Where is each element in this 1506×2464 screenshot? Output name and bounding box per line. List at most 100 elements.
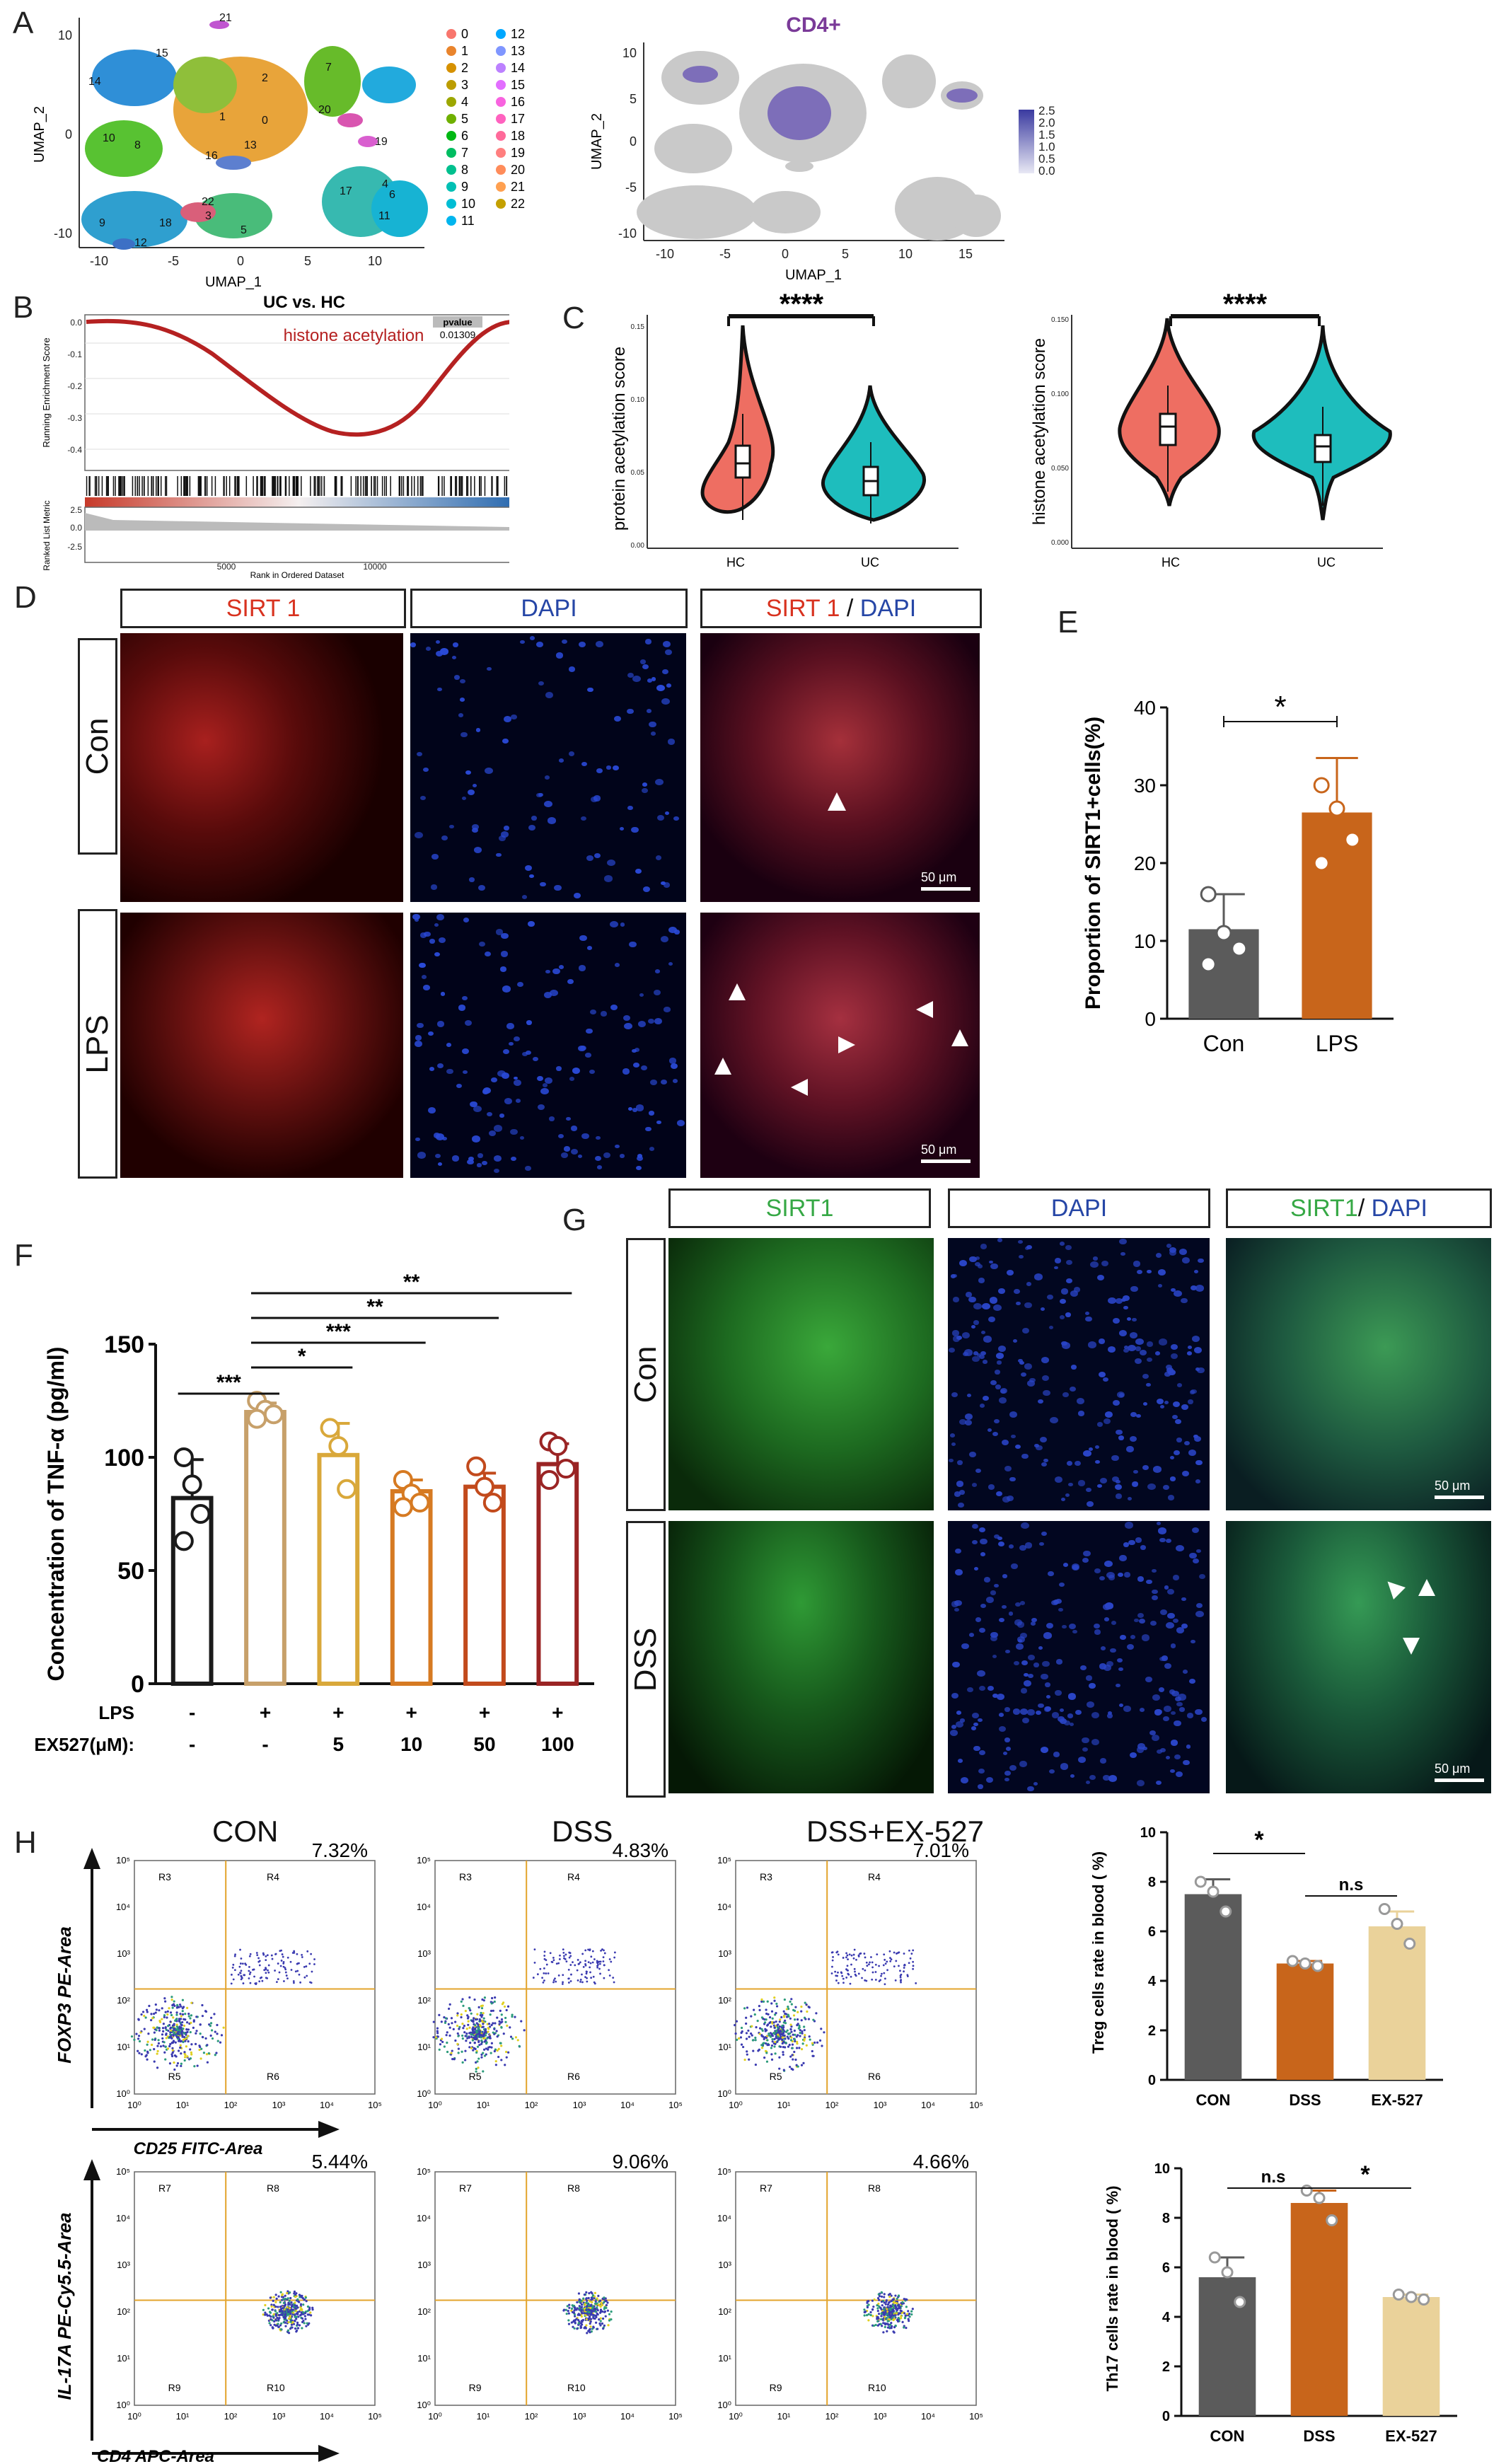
- sig-stars: *: [298, 1345, 306, 1368]
- event-dot: [153, 2026, 156, 2029]
- d-row-con: Con: [78, 638, 117, 855]
- h-bar-ylabel: Th17 cells rate in blood ( %): [1104, 2186, 1121, 2392]
- event-dot: [901, 2320, 904, 2323]
- event-dot: [562, 1948, 564, 1951]
- nucleus: [436, 1021, 445, 1027]
- nucleus: [1011, 1563, 1018, 1569]
- event-dot: [567, 1977, 570, 1980]
- event-dot: [169, 2042, 172, 2046]
- event-dot: [135, 2032, 138, 2035]
- event-dot: [803, 2037, 806, 2040]
- event-dot: [782, 2010, 785, 2013]
- nucleus: [477, 1153, 484, 1159]
- data-point: [1392, 2289, 1405, 2301]
- event-dot: [889, 2304, 892, 2307]
- umap-ytick: -10: [54, 226, 72, 241]
- event-dot: [180, 2015, 183, 2018]
- nucleus: [1157, 1268, 1166, 1276]
- event-dot: [797, 2027, 800, 2030]
- nucleus: [1061, 1342, 1070, 1349]
- event-dot: [270, 2324, 272, 2327]
- event-dot: [603, 1952, 606, 1955]
- event-dot: [489, 2013, 492, 2016]
- flow-xtick: 10⁰: [127, 2100, 141, 2110]
- nucleus: [504, 1097, 513, 1104]
- nucleus: [1070, 1365, 1077, 1370]
- event-dot: [753, 2013, 756, 2016]
- event-dot: [567, 2319, 570, 2322]
- event-dot: [903, 2298, 905, 2301]
- event-dot: [297, 2315, 300, 2318]
- event-dot: [185, 2028, 188, 2031]
- event-dot: [863, 2314, 866, 2317]
- event-dot: [461, 2034, 464, 2037]
- event-dot: [164, 2000, 167, 2003]
- event-dot: [545, 1972, 548, 1974]
- f-lps-value: +: [260, 1701, 271, 1723]
- enrichment-curve: [86, 318, 509, 437]
- flow-ytick: 10⁵: [116, 1855, 130, 1866]
- event-dot: [905, 2298, 908, 2301]
- nucleus: [1091, 1711, 1100, 1718]
- nucleus: [979, 1686, 985, 1691]
- event-dot: [596, 2306, 598, 2309]
- event-dot: [480, 2033, 482, 2036]
- nucleus: [1121, 1297, 1126, 1302]
- nucleus: [577, 1154, 583, 1158]
- event-dot: [304, 2318, 307, 2320]
- nucleus: [1152, 1466, 1162, 1473]
- event-dot: [775, 2005, 779, 2008]
- event-dot: [912, 1965, 915, 1967]
- nucleus: [1106, 1660, 1114, 1667]
- event-dot: [881, 1972, 883, 1975]
- event-dot: [178, 2049, 180, 2052]
- event-dot: [595, 2302, 598, 2305]
- event-dot: [905, 2326, 908, 2330]
- event-dot: [479, 2020, 482, 2023]
- umap-legend-label: 9: [461, 180, 468, 194]
- event-dot: [890, 2327, 893, 2330]
- nucleus: [1132, 1481, 1139, 1487]
- event-dot: [164, 2027, 167, 2030]
- event-dot: [881, 2325, 884, 2327]
- nucleus: [1068, 1482, 1073, 1487]
- umap-legend-label: 3: [461, 78, 468, 92]
- event-dot: [190, 2001, 193, 2004]
- event-dot: [274, 2324, 277, 2327]
- umap-legend-swatch: [496, 80, 506, 90]
- nucleus: [1019, 1708, 1029, 1716]
- data-point: [1300, 2185, 1313, 2197]
- event-dot: [238, 1965, 241, 1968]
- nucleus: [540, 1087, 549, 1095]
- event-dot: [161, 2027, 165, 2030]
- nucleus: [545, 969, 550, 974]
- nucleus: [1019, 1601, 1025, 1605]
- d-scale-bar-2: 50 μm: [921, 1143, 971, 1163]
- event-dot: [893, 1951, 896, 1954]
- umap-cluster-label: 8: [134, 139, 141, 151]
- event-dot: [601, 1948, 603, 1950]
- event-dot: [740, 2031, 743, 2035]
- event-dot: [439, 2043, 442, 2046]
- colorbar-tick: 0.5: [1038, 152, 1055, 166]
- event-dot: [306, 2310, 309, 2313]
- nucleus: [1160, 1748, 1166, 1753]
- nucleus: [1159, 1338, 1167, 1346]
- flow-plot-frame: [434, 1860, 676, 2095]
- umap-cluster-label: 18: [159, 217, 172, 229]
- event-dot: [432, 2036, 435, 2039]
- event-dot: [186, 2021, 189, 2024]
- nucleus: [568, 751, 575, 756]
- event-dot: [586, 2313, 589, 2315]
- event-dot: [552, 1979, 555, 1982]
- nucleus: [1012, 1708, 1021, 1715]
- nucleus: [1054, 1476, 1063, 1483]
- nucleus: [1115, 1683, 1120, 1688]
- event-dot: [584, 2327, 586, 2330]
- event-dot: [805, 2003, 808, 2006]
- event-dot: [592, 2313, 595, 2317]
- nucleus: [579, 935, 587, 942]
- event-dot: [748, 2058, 751, 2061]
- event-dot: [905, 2306, 908, 2308]
- d-lps-sirt1-image: [120, 913, 403, 1178]
